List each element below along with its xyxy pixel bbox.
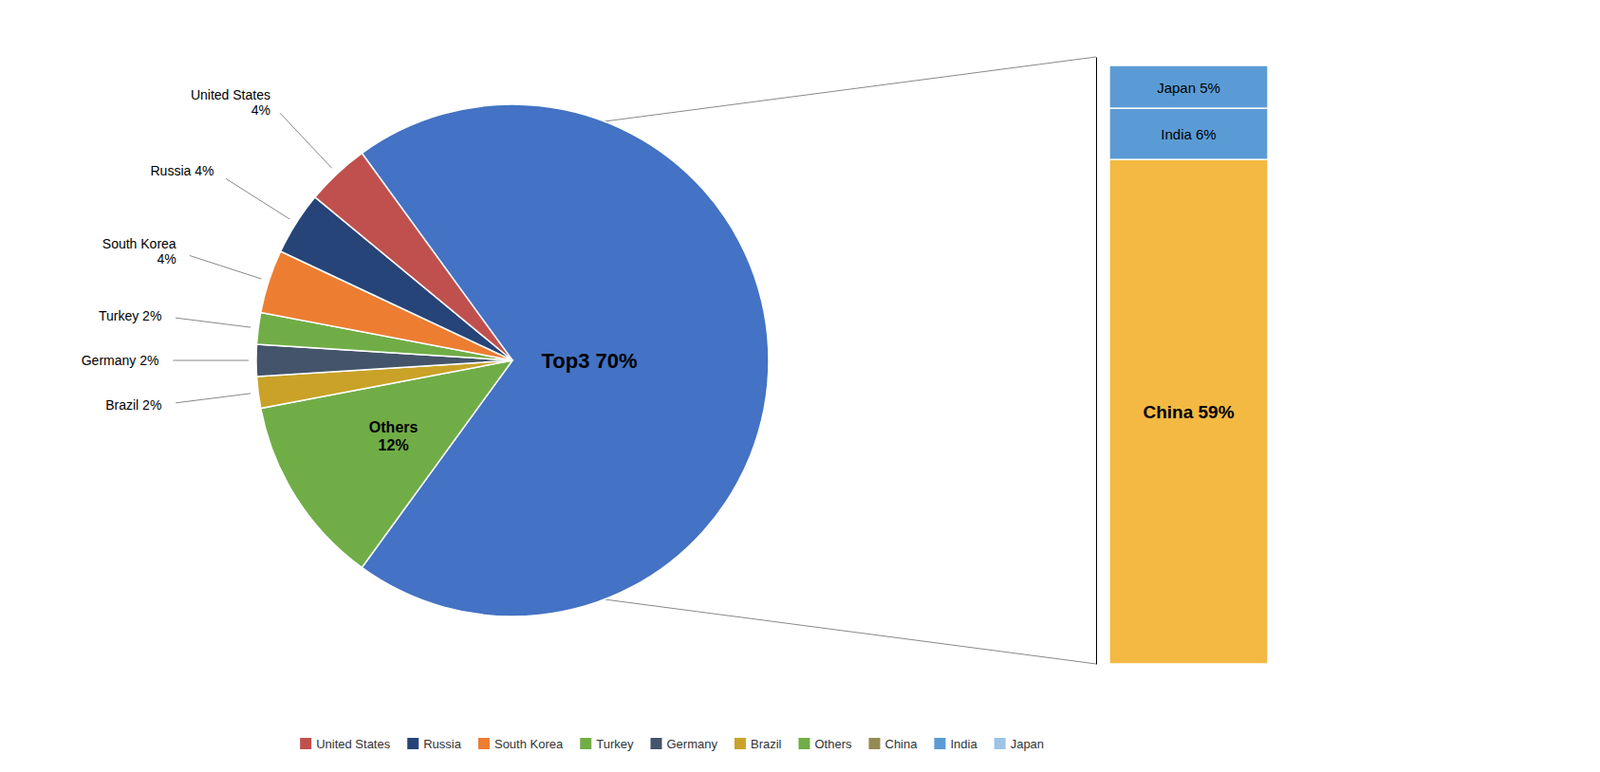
text-line: Turkey 2% bbox=[98, 308, 162, 324]
slice-label: United States4% bbox=[190, 87, 271, 118]
text-line: Brazil 2% bbox=[105, 397, 162, 413]
bar-labels: China 59% India 6% Japan 5% bbox=[1142, 78, 1234, 423]
bar-label: India 6% bbox=[1160, 126, 1216, 143]
legend-item: India bbox=[933, 737, 978, 752]
leader-line bbox=[225, 178, 290, 220]
legend-label: Turkey bbox=[595, 737, 634, 752]
legend-swatch bbox=[478, 738, 490, 750]
slice-labels: Top3 70% Others12% Brazil 2% Germany 2% Turk… bbox=[81, 87, 638, 453]
legend-swatch bbox=[734, 738, 746, 750]
pie-slice bbox=[315, 153, 513, 361]
bar-label: Japan 5% bbox=[1156, 78, 1221, 95]
bar-segment bbox=[1109, 65, 1268, 109]
text-line: Top3 70% bbox=[540, 349, 637, 373]
text-line: Others bbox=[369, 419, 419, 436]
leader-line bbox=[279, 112, 332, 168]
legend: United States Russia South Korea Turkey Germ… bbox=[299, 737, 1044, 752]
y-axis bbox=[1096, 57, 1098, 666]
legend-item: Others bbox=[798, 737, 853, 752]
legend-item: South Korea bbox=[478, 737, 564, 752]
legend-label: Brazil bbox=[750, 737, 782, 752]
legend-item: Russia bbox=[407, 737, 463, 752]
legend-label: South Korea bbox=[494, 737, 564, 752]
text-line: United States bbox=[190, 87, 271, 103]
legend-swatch bbox=[933, 738, 946, 750]
legend-label: Russia bbox=[423, 737, 463, 752]
y-axis-line bbox=[1096, 57, 1098, 666]
slice-label: Others12% bbox=[369, 419, 419, 453]
slice-label: Top3 70% bbox=[540, 349, 637, 373]
leader-line bbox=[172, 360, 249, 362]
legend-swatch bbox=[299, 738, 312, 750]
leader-line bbox=[175, 393, 251, 404]
text-line: South Korea bbox=[102, 236, 177, 252]
legend-item: Turkey bbox=[579, 737, 634, 752]
text-line: 4% bbox=[156, 251, 176, 267]
text-line: 12% bbox=[378, 436, 410, 453]
text-line: 4% bbox=[251, 102, 271, 118]
text-line: Japan 5% bbox=[1156, 78, 1221, 95]
legend-label: India bbox=[949, 737, 978, 752]
legend-swatch bbox=[650, 738, 662, 750]
slice-label: Brazil 2% bbox=[105, 397, 162, 413]
slices bbox=[256, 104, 769, 617]
legend-item: Germany bbox=[650, 737, 718, 752]
text-line: Germany 2% bbox=[81, 353, 160, 369]
legend-swatch bbox=[798, 738, 810, 750]
legend-item: China bbox=[868, 737, 918, 752]
legend-item: Japan bbox=[994, 737, 1044, 752]
legend-swatch bbox=[579, 738, 592, 750]
legend-swatch bbox=[994, 738, 1006, 750]
bars bbox=[1109, 65, 1268, 665]
bar-segment bbox=[1109, 159, 1268, 665]
legend-label: China bbox=[884, 737, 918, 752]
bar-label: China 59% bbox=[1142, 402, 1234, 423]
legend-label: Germany bbox=[666, 737, 718, 752]
legend-swatch bbox=[407, 738, 419, 750]
legend-label: Others bbox=[814, 737, 853, 752]
pie: Top3 70% Others12% Brazil 2% Germany 2% Turk… bbox=[81, 87, 769, 617]
legend-swatch bbox=[868, 738, 880, 750]
slice-label: South Korea4% bbox=[102, 236, 177, 267]
legend-item: United States bbox=[299, 737, 391, 752]
slice-label: Russia 4% bbox=[149, 163, 214, 179]
slice-label: Turkey 2% bbox=[98, 308, 162, 324]
leader-line bbox=[175, 317, 251, 328]
bar-segment bbox=[1109, 108, 1268, 160]
legend-item: Brazil bbox=[734, 737, 782, 752]
text-line: India 6% bbox=[1160, 126, 1216, 143]
slice-label: Germany 2% bbox=[81, 353, 160, 369]
text-line: China 59% bbox=[1142, 402, 1234, 423]
legend-label: Japan bbox=[1010, 737, 1044, 752]
chart: Top3 70%Others12%Brazil 2%Germany 2%Turk… bbox=[0, 0, 1600, 772]
leader-line bbox=[189, 255, 262, 280]
text-line: Russia 4% bbox=[149, 163, 214, 179]
legend-label: United States bbox=[316, 737, 391, 752]
